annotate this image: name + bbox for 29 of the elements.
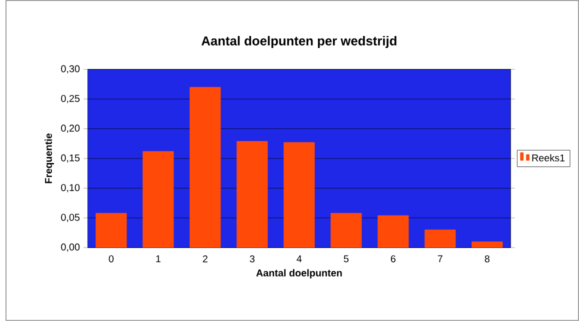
y-axis-title: Frequentie	[44, 134, 54, 184]
x-tick-label: 0	[108, 255, 114, 262]
y-tick-label: 0,10	[61, 184, 80, 192]
x-axis-title: Aantal doelpunten	[256, 269, 342, 278]
y-tick-label: 0,00	[61, 244, 80, 252]
bar	[236, 141, 268, 248]
bar	[284, 142, 315, 248]
bar	[378, 215, 409, 248]
y-tick-label: 0,05	[61, 214, 80, 222]
chart-title: Aantal doelpunten per wedstrijd	[202, 36, 396, 48]
bar	[190, 86, 221, 248]
x-tick-label: 3	[250, 255, 255, 262]
bar	[96, 212, 127, 248]
x-tick-label: 8	[484, 255, 490, 262]
y-tick-label: 0,15	[61, 154, 80, 163]
bar	[424, 230, 456, 248]
x-tick-label: 1	[156, 255, 160, 262]
x-tick-label: 7	[438, 255, 442, 262]
y-tick-label: 0,25	[61, 94, 80, 104]
legend-label: Reeks1	[532, 154, 565, 162]
x-tick-label: 2	[202, 255, 208, 262]
y-tick-label: 0,30	[61, 65, 80, 74]
x-tick-label: 6	[390, 255, 396, 262]
bar	[330, 212, 362, 248]
x-tick-label: 4	[296, 255, 302, 262]
x-tick-label: 5	[344, 255, 349, 262]
y-tick-label: 0,20	[61, 124, 80, 133]
bar	[472, 242, 503, 248]
bar	[142, 151, 174, 248]
